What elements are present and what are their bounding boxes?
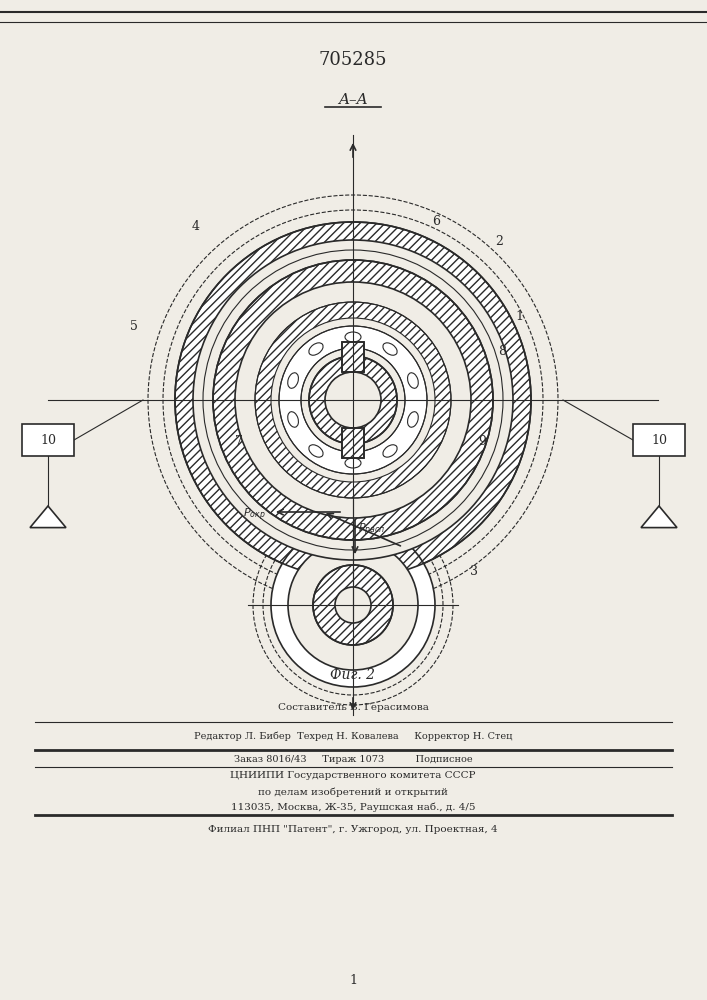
Circle shape [288,540,418,670]
Text: 10: 10 [651,434,667,446]
Ellipse shape [345,458,361,468]
Circle shape [193,240,513,560]
Text: Заказ 8016/43     Тираж 1073          Подписное: Заказ 8016/43 Тираж 1073 Подписное [234,756,472,764]
Text: 7: 7 [235,435,243,448]
Text: 2: 2 [495,235,503,248]
Bar [342,428,364,458]
Circle shape [235,282,471,518]
Text: $P_{окр}$: $P_{окр}$ [243,506,266,523]
Text: Фиг. 2: Фиг. 2 [330,668,375,682]
Circle shape [325,372,381,428]
Circle shape [255,302,451,498]
Ellipse shape [383,445,397,457]
Text: по делам изобретений и открытий: по делам изобретений и открытий [258,787,448,797]
Text: 1: 1 [515,310,523,323]
Bar [342,342,364,372]
Text: 3: 3 [470,565,478,578]
Text: 4: 4 [192,220,200,233]
Ellipse shape [288,373,298,388]
Text: 8: 8 [498,345,506,358]
Text: Составитель В. Герасимова: Составитель В. Герасимова [278,704,428,712]
Text: 113035, Москва, Ж-35, Раушская наб., д. 4/5: 113035, Москва, Ж-35, Раушская наб., д. … [230,802,475,812]
Circle shape [279,326,427,474]
Polygon shape [641,506,677,528]
Text: 6: 6 [432,215,440,228]
Bar [633,424,685,456]
Text: 9: 9 [478,435,486,448]
Text: Редактор Л. Бибер  Техред Н. Ковалева     Корректор Н. Стец: Редактор Л. Бибер Техред Н. Ковалева Кор… [194,731,512,741]
Text: 705285: 705285 [319,51,387,69]
Ellipse shape [383,343,397,355]
Ellipse shape [345,332,361,342]
Ellipse shape [407,412,419,427]
Ellipse shape [288,412,298,427]
Ellipse shape [309,343,323,355]
Bar [342,342,364,372]
Text: Филиал ПНП "Патент", г. Ужгород, ул. Проектная, 4: Филиал ПНП "Патент", г. Ужгород, ул. Про… [208,826,498,834]
Bar [22,424,74,456]
Circle shape [309,356,397,444]
Text: 1: 1 [349,974,357,986]
Circle shape [203,250,503,550]
Ellipse shape [309,445,323,457]
Text: $P_{расп}$: $P_{расп}$ [358,521,385,538]
Circle shape [271,318,435,482]
Circle shape [301,348,405,452]
Polygon shape [30,506,66,528]
Ellipse shape [407,373,419,388]
Circle shape [313,565,393,645]
Circle shape [271,523,435,687]
Circle shape [175,222,531,578]
Text: ЦНИИПИ Государственного комитета СССР: ЦНИИПИ Государственного комитета СССР [230,772,476,780]
Text: 10: 10 [40,434,56,446]
Circle shape [213,260,493,540]
Circle shape [335,587,371,623]
Bar [342,428,364,458]
Text: A–A: A–A [338,93,368,107]
Text: 5: 5 [130,320,138,333]
